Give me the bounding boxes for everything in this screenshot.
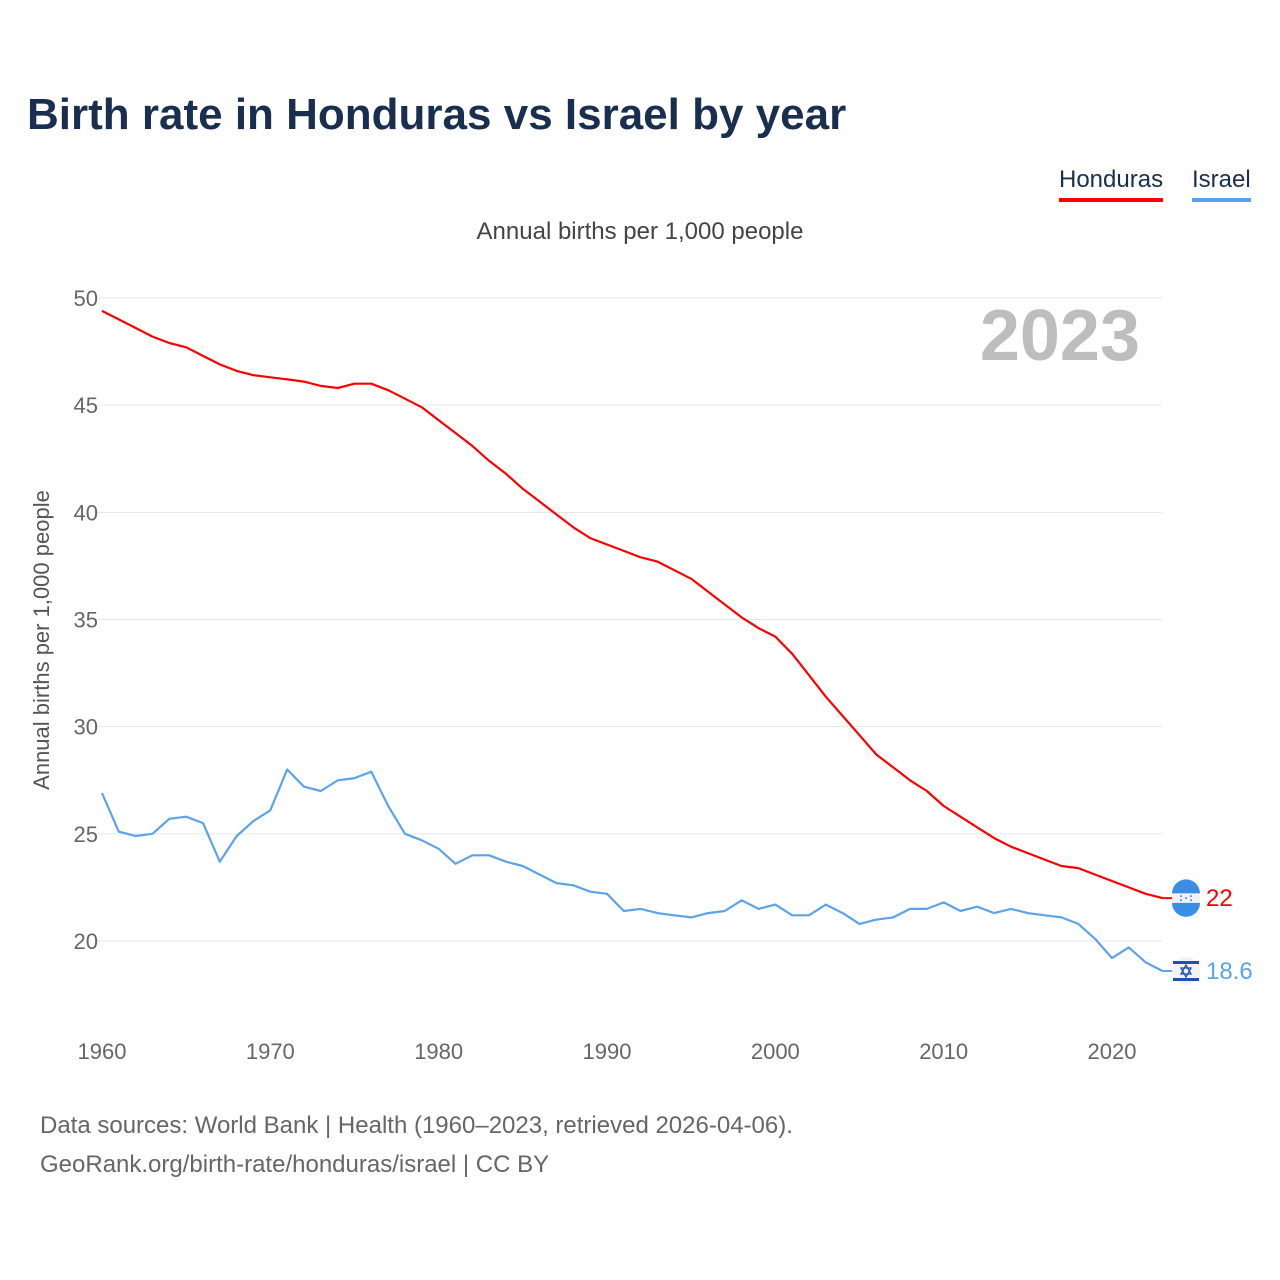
y-tick-label: 30 (74, 715, 98, 740)
legend-israel[interactable]: Israel (1192, 166, 1251, 202)
flag-star (1190, 895, 1192, 898)
chart-subtitle: Annual births per 1,000 people (476, 218, 804, 245)
flag-stripe (1173, 961, 1199, 965)
flag-stripe (1172, 902, 1200, 917)
flag-star-of-david (1179, 963, 1193, 979)
x-tick-label: 1980 (414, 1039, 463, 1064)
x-tick-label: 1990 (583, 1039, 632, 1064)
x-tick-label: 2010 (919, 1039, 968, 1064)
y-tick-label: 35 (74, 608, 98, 633)
series-line-honduras (101, 309, 1163, 900)
y-tick-label: 40 (74, 500, 98, 525)
x-tick-label: 2000 (751, 1039, 800, 1064)
end-value-label-israel: 18.6 (1206, 958, 1253, 985)
flag-star (1185, 897, 1187, 900)
end-value-label-honduras: 22 (1206, 885, 1233, 912)
year-watermark: 2023 (980, 296, 1140, 376)
flag-star (1180, 899, 1182, 902)
source-line-1: Data sources: World Bank | Health (1960–… (40, 1112, 793, 1139)
y-tick-label: 45 (74, 393, 98, 418)
source-note: Data sources: World Bank | Health (1960–… (40, 1106, 793, 1184)
x-tick-label: 1960 (78, 1039, 127, 1064)
legend-honduras[interactable]: Honduras (1059, 166, 1164, 202)
x-tick-label: 2020 (1088, 1039, 1137, 1064)
y-tick-label: 20 (74, 929, 98, 954)
series-line-israel (100, 768, 1164, 972)
y-tick-label: 25 (74, 822, 98, 847)
source-line-2[interactable]: GeoRank.org/birth-rate/honduras/israel |… (40, 1151, 550, 1178)
x-tick-label: 1970 (246, 1039, 295, 1064)
flag-stripe (1172, 879, 1200, 894)
flag-star (1190, 899, 1192, 902)
chart-title: Birth rate in Honduras vs Israel by year (27, 90, 847, 139)
flag-stripe (1173, 978, 1199, 982)
flag-star (1180, 895, 1182, 898)
y-tick-label: 50 (74, 286, 98, 311)
